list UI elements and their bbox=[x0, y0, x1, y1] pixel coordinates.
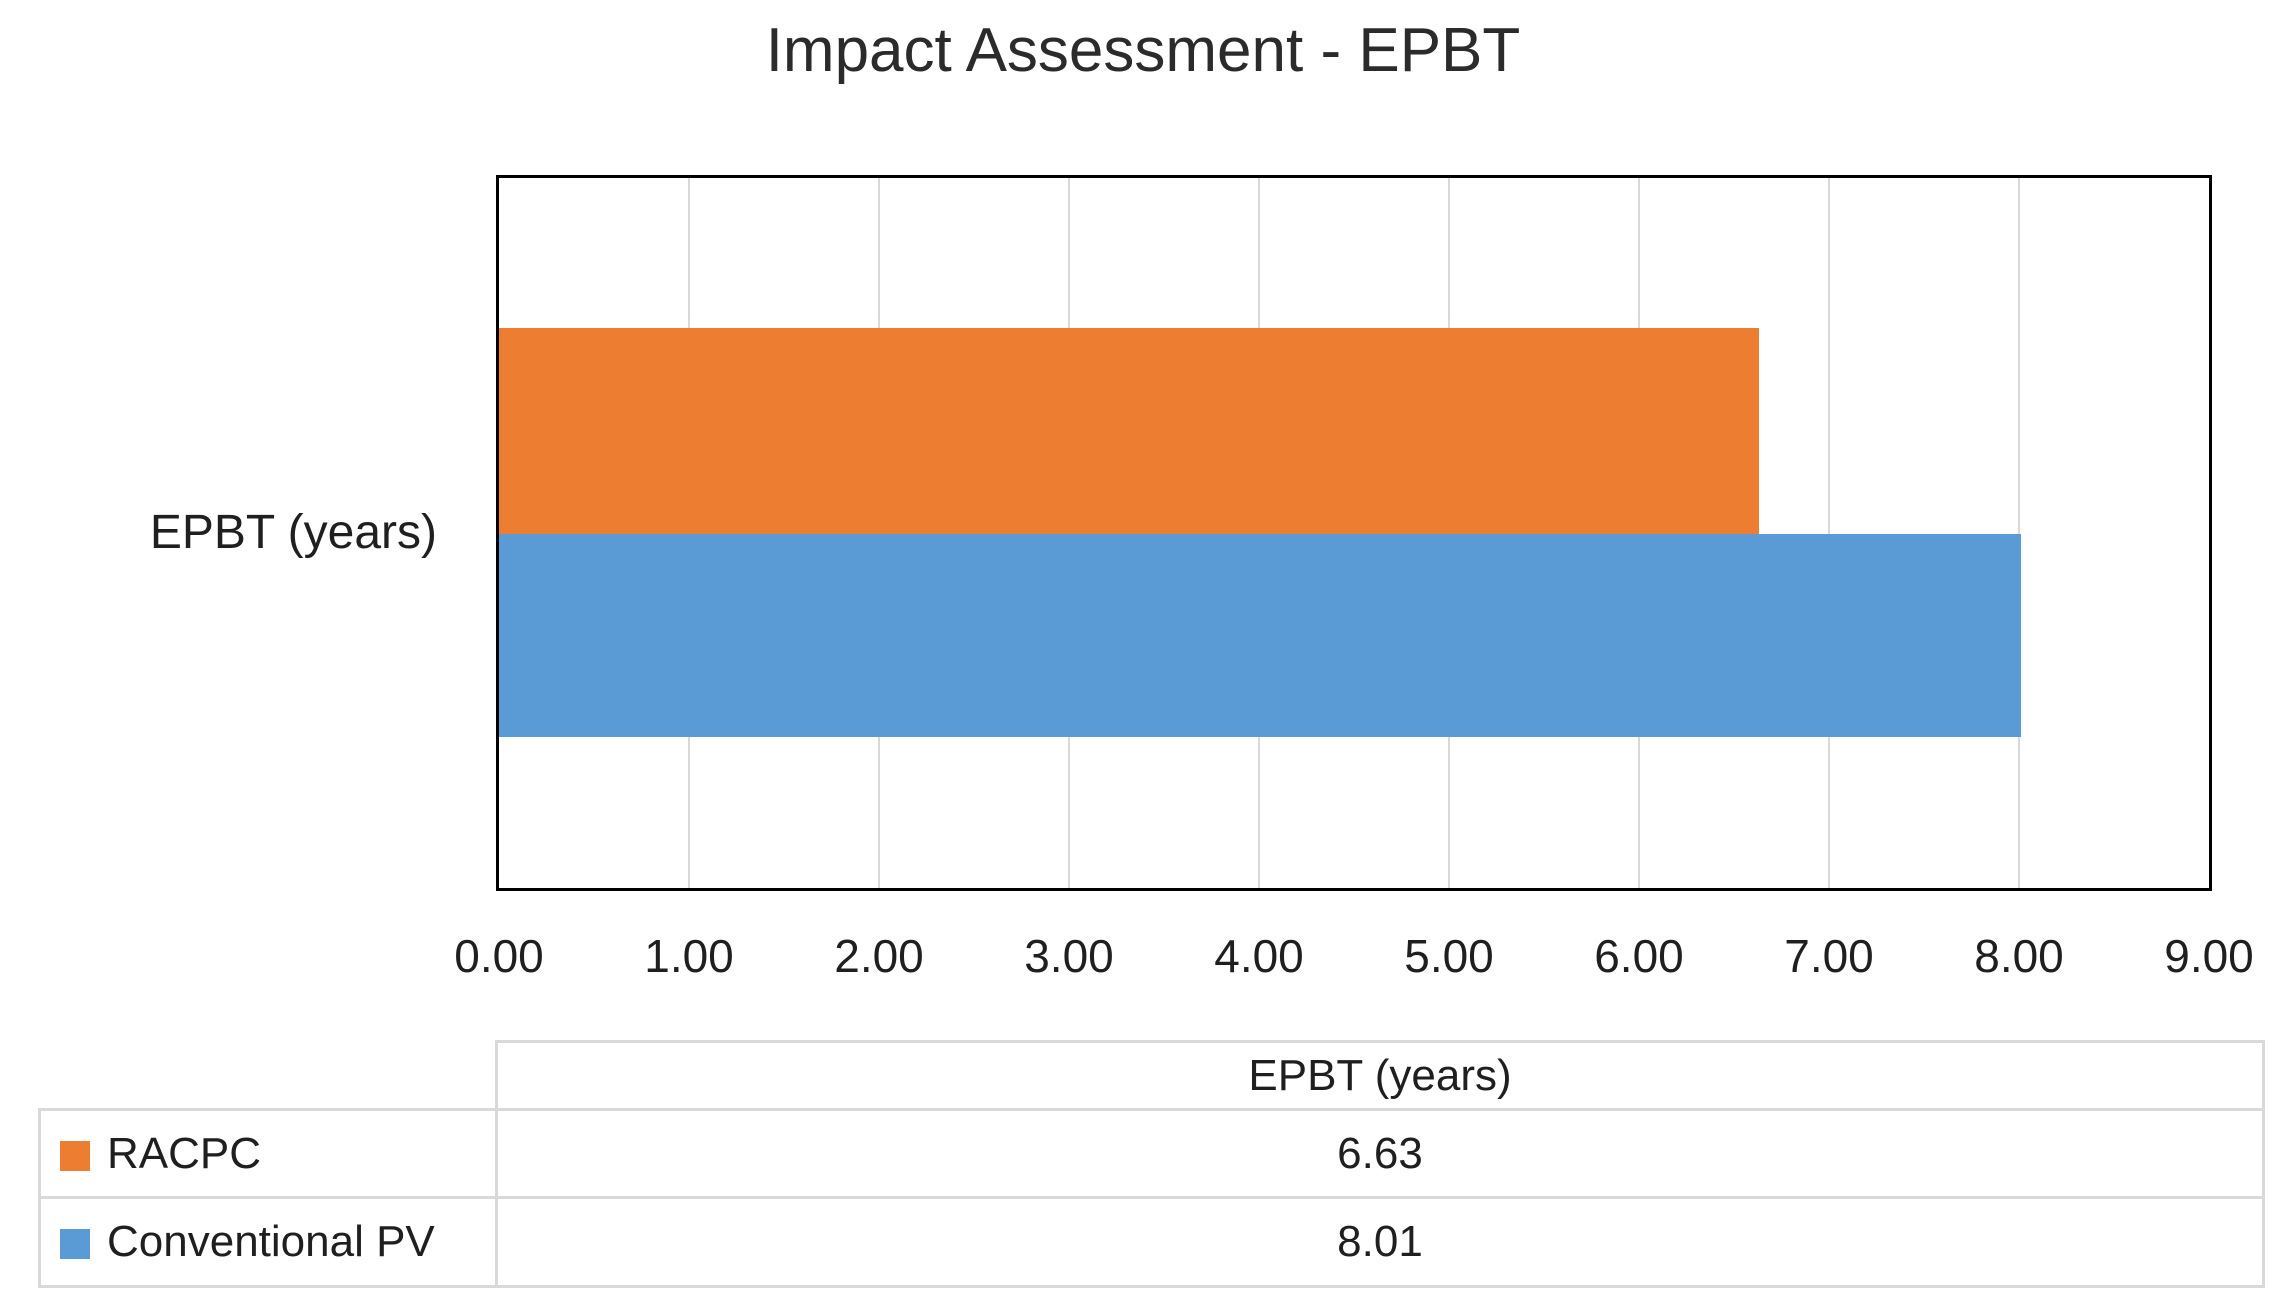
racpc-legend-swatch-icon bbox=[60, 1140, 90, 1171]
x-axis-tick-label: 5.00 bbox=[1404, 930, 1494, 982]
x-axis-tick-label: 4.00 bbox=[1214, 930, 1304, 982]
plot-area bbox=[496, 175, 2212, 891]
legend-label-conventional-pv: Conventional PV bbox=[107, 1217, 435, 1266]
x-axis-tick-label: 3.00 bbox=[1024, 930, 1114, 982]
y-axis-category-label: EPBT (years) bbox=[149, 506, 437, 559]
chart-title: Impact Assessment - EPBT bbox=[765, 16, 1521, 85]
value-cell-conventional-pv: 8.01 bbox=[495, 1196, 2265, 1288]
x-axis-tick-label: 0.00 bbox=[454, 930, 544, 982]
table-header-epbt: EPBT (years) bbox=[495, 1040, 2265, 1111]
x-axis: 0.00 1.00 2.00 3.00 4.00 5.00 6.00 7.00 8.00 9.00 bbox=[454, 928, 2254, 988]
table-header-row: EPBT (years) bbox=[40, 1040, 2265, 1111]
x-axis-tick-label: 2.00 bbox=[834, 930, 924, 982]
data-table: EPBT (years) RACPC 6.63 Conventional PV … bbox=[38, 1040, 2265, 1288]
legend-cell-conventional-pv: Conventional PV bbox=[38, 1196, 498, 1288]
x-axis-tick-label: 1.00 bbox=[644, 930, 734, 982]
table-row-racpc: RACPC 6.63 bbox=[38, 1108, 2265, 1199]
legend-label-racpc: RACPC bbox=[107, 1128, 262, 1178]
x-axis-tick-label: 6.00 bbox=[1594, 930, 1684, 982]
table-corner-cell bbox=[40, 1042, 497, 1110]
bar-racpc[interactable] bbox=[499, 328, 1759, 534]
gridline bbox=[1828, 178, 1830, 888]
legend-cell-racpc: RACPC bbox=[38, 1108, 498, 1199]
value-cell-racpc: 6.63 bbox=[495, 1108, 2265, 1199]
bar-conventional-pv[interactable] bbox=[499, 534, 2021, 737]
gridline bbox=[2018, 178, 2020, 888]
x-axis-tick-label: 9.00 bbox=[2164, 930, 2254, 982]
table-row-conventional-pv: Conventional PV 8.01 bbox=[38, 1196, 2265, 1288]
x-axis-tick-label: 7.00 bbox=[1784, 930, 1874, 982]
x-axis-tick-label: 8.00 bbox=[1974, 930, 2064, 982]
conventional-pv-legend-swatch-icon bbox=[60, 1229, 90, 1259]
